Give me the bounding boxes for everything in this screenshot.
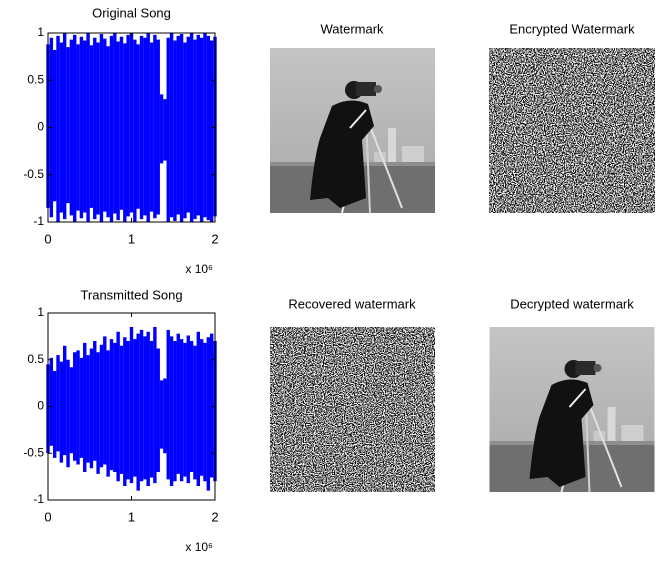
recovered-image: [270, 327, 435, 492]
image-title: Watermark: [320, 21, 384, 36]
figure: Watermark Encrypted Watermark Recovered …: [0, 0, 672, 564]
x-tick-label: 2: [211, 231, 218, 246]
y-tick-label: 1: [37, 25, 44, 39]
y-tick-label: 1: [37, 305, 44, 319]
encrypted-image: [489, 48, 655, 213]
x-multiplier: x 10⁶: [185, 262, 213, 276]
x-multiplier: x 10⁶: [185, 540, 213, 554]
plot-title: Original Song: [92, 5, 171, 20]
y-tick-label: 0.5: [27, 72, 44, 86]
x-tick-label: 0: [44, 231, 51, 246]
y-tick-label: -1: [33, 492, 44, 506]
y-tick-label: 0: [37, 399, 44, 413]
plot-title: Transmitted Song: [80, 287, 182, 302]
y-tick-label: -0.5: [23, 445, 44, 459]
y-tick-label: -1: [33, 214, 44, 228]
y-tick-label: 0.5: [27, 352, 44, 366]
y-tick-label: 0: [37, 120, 44, 134]
x-tick-label: 2: [211, 509, 218, 524]
image-title: Encrypted Watermark: [509, 21, 635, 36]
image-title: Recovered watermark: [288, 296, 416, 311]
x-tick-label: 1: [128, 509, 135, 524]
image-title: Decrypted watermark: [510, 296, 634, 311]
decrypted-image: [490, 327, 655, 492]
x-tick-label: 0: [44, 509, 51, 524]
watermark-image: [270, 48, 435, 213]
x-tick-label: 1: [128, 231, 135, 246]
y-tick-label: -0.5: [23, 167, 44, 181]
